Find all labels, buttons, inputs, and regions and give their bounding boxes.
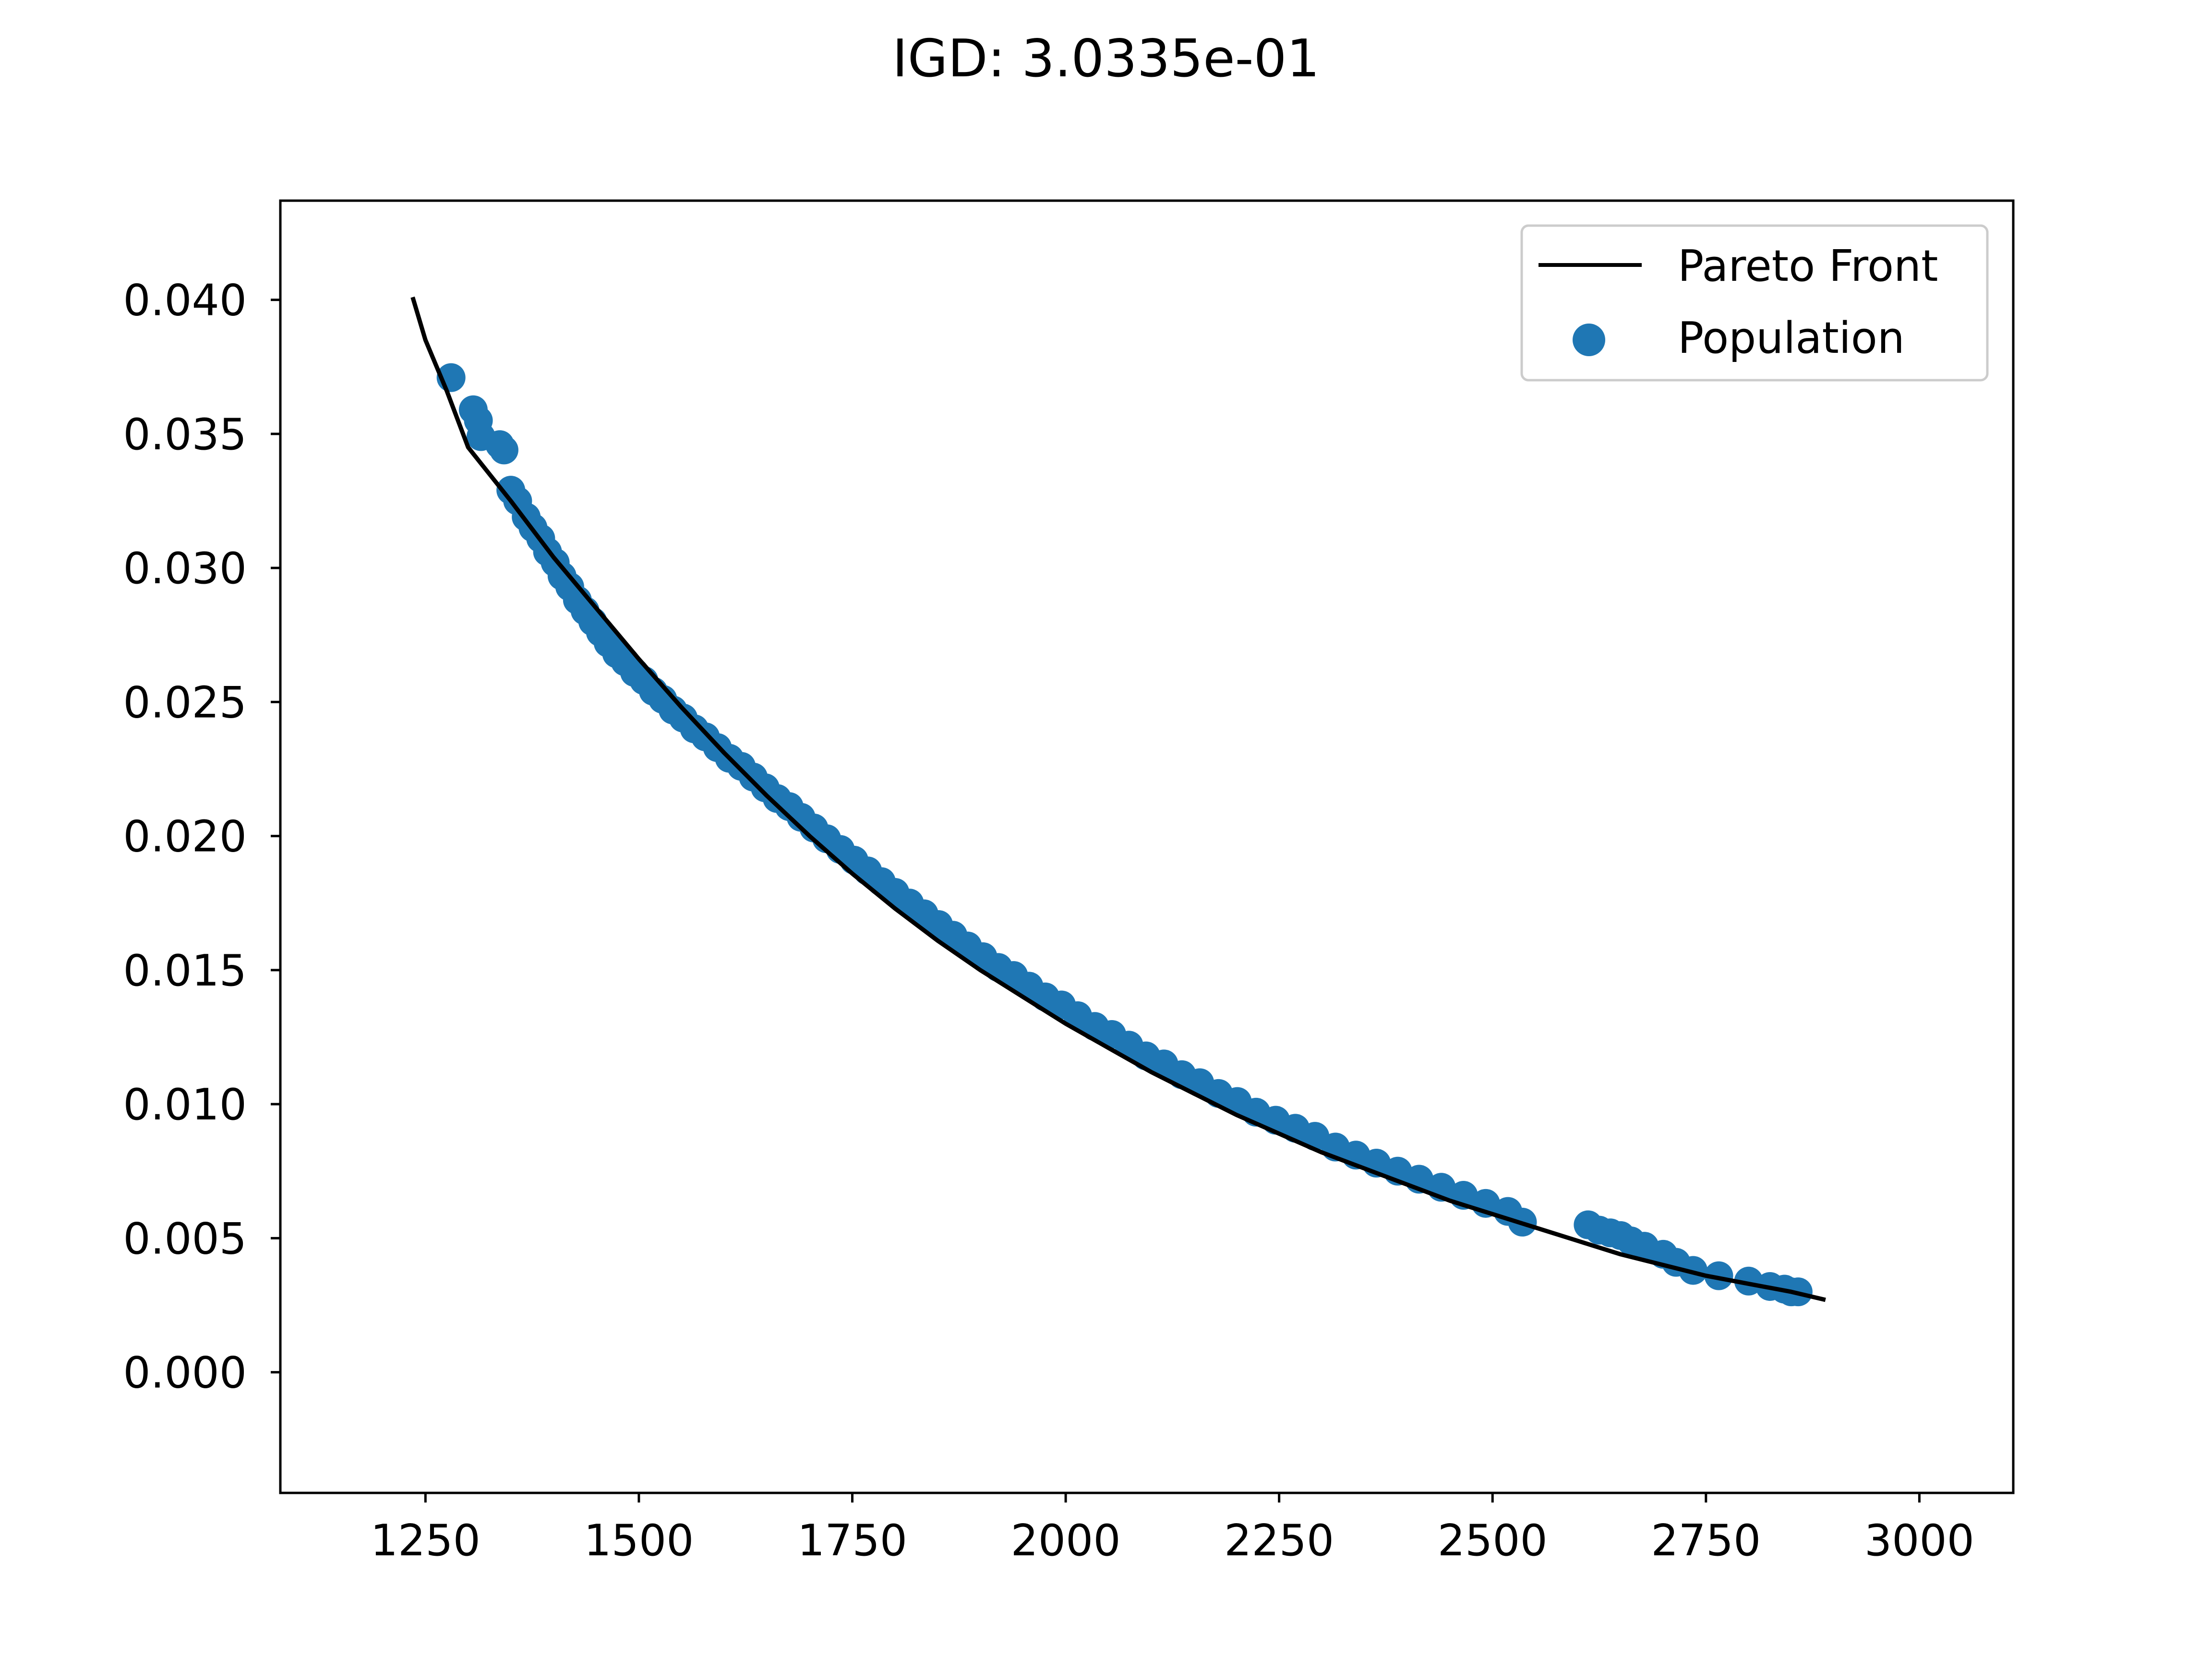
- chart-title: IGD: 3.0335e-01: [892, 29, 1320, 89]
- y-tick-label: 0.015: [123, 946, 247, 996]
- legend-marker-swatch: [1573, 324, 1605, 356]
- population-point: [489, 435, 518, 465]
- x-tick-label: 1500: [584, 1515, 694, 1566]
- y-tick-label: 0.005: [123, 1214, 247, 1264]
- y-tick-label: 0.040: [123, 276, 247, 326]
- y-axis: 0.000 0.005 0.010 0.015 0.020 0.025 0.030 0.035…: [123, 276, 280, 1398]
- y-tick-label: 0.020: [123, 812, 247, 862]
- y-tick-label: 0.025: [123, 677, 247, 728]
- x-tick-label: 2250: [1224, 1515, 1334, 1566]
- pareto-front-line: [410, 296, 1826, 1302]
- legend: Pareto Front Population: [1520, 224, 1989, 382]
- legend-label-population: Population: [1678, 313, 1905, 363]
- population-point: [1704, 1261, 1733, 1290]
- plot-content: [410, 296, 1826, 1307]
- plot-frame: [279, 199, 2015, 1494]
- y-tick-label: 0.010: [123, 1080, 247, 1130]
- x-tick-label: 2750: [1651, 1515, 1761, 1566]
- x-axis: 1250 1500 1750 2000 2250 2500 2750 3000: [371, 1493, 1974, 1566]
- x-tick-label: 3000: [1864, 1515, 1974, 1566]
- x-tick-label: 1250: [371, 1515, 481, 1566]
- y-tick-label: 0.000: [123, 1348, 247, 1398]
- x-tick-label: 1750: [797, 1515, 907, 1566]
- y-tick-label: 0.030: [123, 543, 247, 594]
- x-tick-label: 2000: [1011, 1515, 1121, 1566]
- y-tick-label: 0.035: [123, 409, 247, 460]
- x-tick-label: 2500: [1438, 1515, 1548, 1566]
- legend-label-pareto-front: Pareto Front: [1678, 241, 1938, 291]
